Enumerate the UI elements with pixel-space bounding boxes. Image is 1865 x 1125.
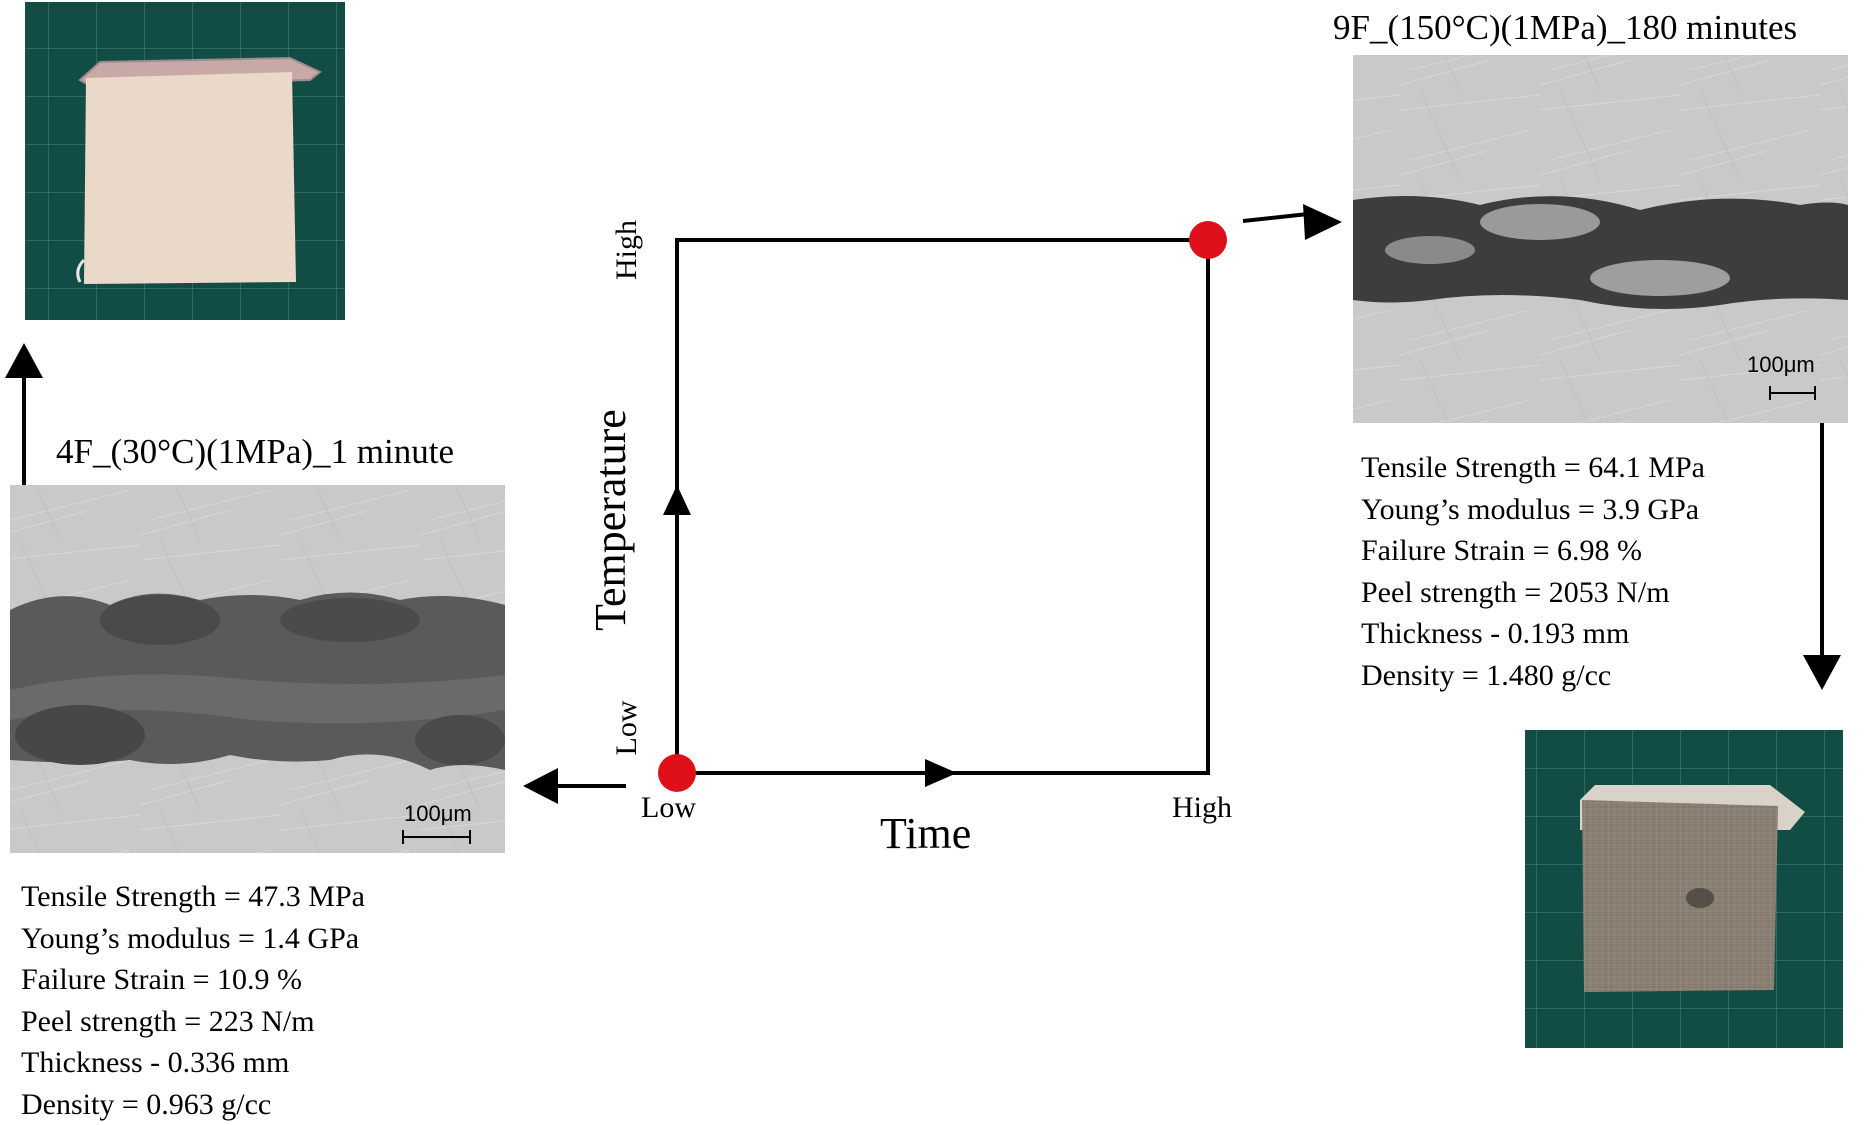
right-arrow-icon [1303, 204, 1342, 240]
property-line: Young’s modulus = 3.9 GPa [1361, 489, 1705, 531]
y-axis-label: Temperature [589, 370, 635, 670]
down-arrow-icon [1803, 655, 1841, 690]
sample-high-title: 9F_(150°C)(1MPa)_180 minutes [1333, 10, 1797, 45]
property-line: Peel strength = 2053 N/m [1361, 572, 1705, 614]
property-line: Failure Strain = 10.9 % [21, 959, 365, 1001]
sample-low-title: 4F_(30°C)(1MPa)_1 minute [56, 434, 454, 469]
property-line: Failure Strain = 6.98 % [1361, 530, 1705, 572]
process-path [663, 240, 1208, 787]
sample-photo-high [1525, 730, 1843, 1048]
scale-bar-low-label: 100μm [404, 803, 472, 825]
property-line: Density = 0.963 g/cc [21, 1084, 365, 1125]
sample-photo-low [25, 2, 345, 320]
left-arrow-icon [523, 768, 558, 804]
property-line: Thickness - 0.336 mm [21, 1042, 365, 1084]
sample-low-properties: Tensile Strength = 47.3 MPa Young’s modu… [21, 876, 365, 1125]
property-line: Tensile Strength = 47.3 MPa [21, 876, 365, 918]
up-arrow-icon [5, 343, 43, 378]
up-arrow-head [663, 485, 691, 515]
micrograph-low [10, 485, 505, 853]
low-condition-point [658, 754, 696, 792]
x-axis-high-label: High [1172, 793, 1232, 823]
high-condition-point [1189, 221, 1227, 259]
property-line: Young’s modulus = 1.4 GPa [21, 918, 365, 960]
property-line: Tensile Strength = 64.1 MPa [1361, 447, 1705, 489]
y-axis-low-label: Low [612, 678, 644, 778]
right-arrow-head [925, 759, 957, 787]
x-axis-low-label: Low [641, 793, 696, 823]
x-axis-label: Time [880, 812, 971, 856]
property-line: Peel strength = 223 N/m [21, 1001, 365, 1043]
property-line: Density = 1.480 g/cc [1361, 655, 1705, 697]
sample-high-properties: Tensile Strength = 64.1 MPa Young’s modu… [1361, 447, 1705, 696]
y-axis-high-label: High [612, 200, 644, 300]
property-line: Thickness - 0.193 mm [1361, 613, 1705, 655]
scale-bar-high-label: 100μm [1747, 354, 1815, 376]
